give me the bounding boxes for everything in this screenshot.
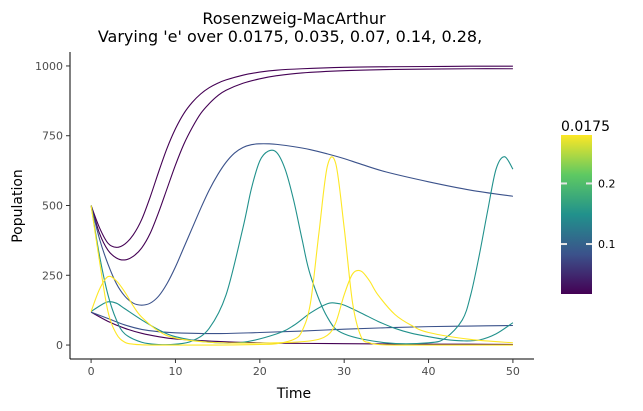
series-line-5 xyxy=(90,311,513,335)
series-line-2 xyxy=(90,68,513,261)
y-axis-title: Population xyxy=(10,169,26,243)
x-tick-label: 10 xyxy=(168,365,182,378)
x-tick-label: 30 xyxy=(337,365,351,378)
series-line-7 xyxy=(90,301,514,344)
y-tick-label: 1000 xyxy=(35,60,63,73)
x-tick-label: 50 xyxy=(506,365,520,378)
x-tick-label: 0 xyxy=(88,365,95,378)
y-tick-label: 500 xyxy=(42,200,63,213)
series-line-1 xyxy=(90,65,513,248)
colorbar-ticks: 0.1 0.2 xyxy=(561,177,616,251)
series-line-3 xyxy=(90,143,513,306)
series-line-6 xyxy=(90,149,514,346)
chart-subtitle: Varying 'e' over 0.0175, 0.035, 0.07, 0.… xyxy=(98,27,482,46)
y-tick-label: 250 xyxy=(42,269,63,282)
x-tick-label: 20 xyxy=(253,365,267,378)
colorbar-tick-label: 0.2 xyxy=(598,177,616,190)
series-line-8 xyxy=(90,156,513,346)
y-tick-label: 0 xyxy=(56,339,63,352)
y-tick-label: 750 xyxy=(42,130,63,143)
x-axis-title: Time xyxy=(276,386,311,402)
chart-title: Rosenzweig-MacArthur xyxy=(202,9,386,28)
series-layer xyxy=(90,65,514,346)
x-axis-ticks: 0 10 20 30 40 50 xyxy=(88,359,520,378)
series-line-9 xyxy=(90,269,513,344)
x-tick-label: 40 xyxy=(422,365,436,378)
legend-title: 0.0175 xyxy=(561,119,610,135)
colorbar xyxy=(561,135,592,294)
y-axis-ticks: 0 250 500 750 1000 xyxy=(35,60,70,352)
colorbar-tick-label: 0.1 xyxy=(598,238,616,251)
